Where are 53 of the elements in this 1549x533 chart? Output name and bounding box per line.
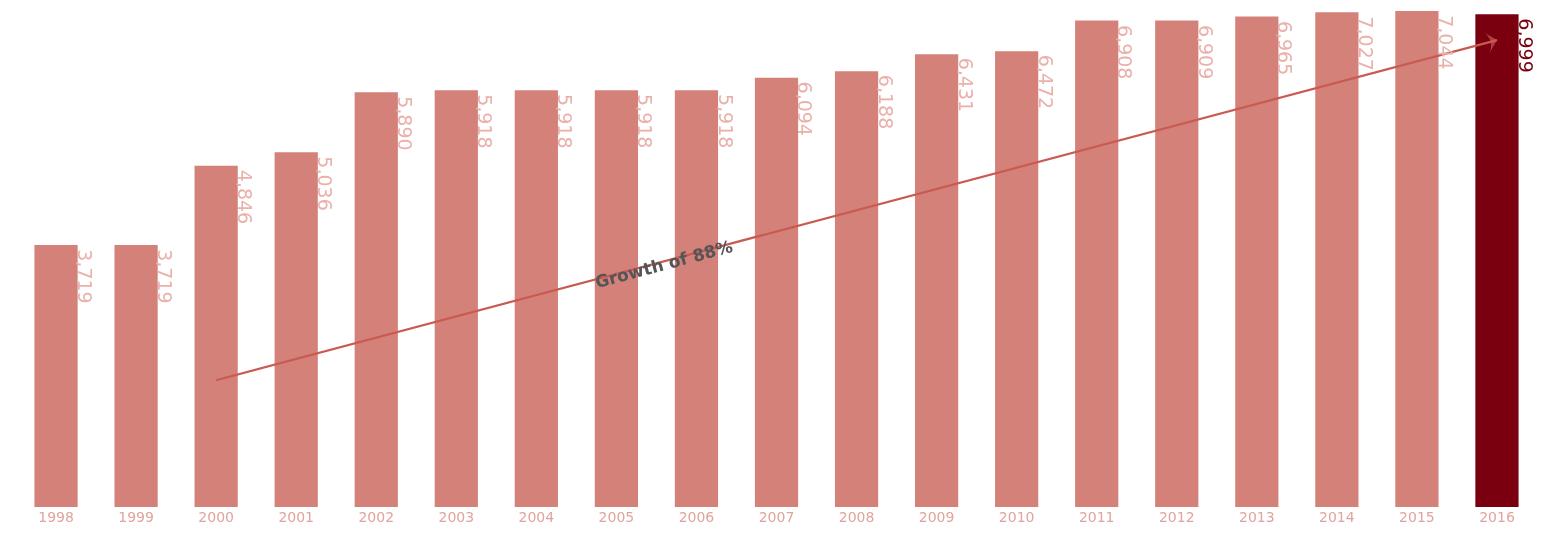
data-label: 5,918 (714, 93, 737, 149)
data-label: 6,094 (794, 81, 817, 136)
data-label: 5,918 (474, 94, 497, 149)
data-label: 6,999 (1514, 18, 1537, 73)
x-tick-label: 2001 (278, 509, 315, 525)
data-label: 7,027 (1354, 16, 1377, 71)
x-tick-label: 2002 (358, 509, 395, 525)
data-label: 3,719 (73, 249, 96, 304)
x-tick-label: 2015 (1399, 509, 1435, 525)
bar (995, 51, 1039, 507)
bar (114, 245, 158, 507)
x-tick-label: 2013 (1238, 509, 1275, 525)
data-label: 6,188 (874, 74, 897, 130)
x-tick-label: 2010 (998, 509, 1035, 525)
data-label: 5,036 (314, 156, 337, 211)
bar (834, 71, 879, 507)
data-label: 5,890 (394, 96, 417, 151)
data-label: 6,431 (954, 57, 977, 113)
x-tick-label: 2006 (678, 509, 715, 525)
bar (1315, 12, 1359, 507)
x-tick-label: 1998 (38, 509, 74, 525)
data-label: 3,719 (154, 249, 177, 304)
x-tick-label: 2012 (1158, 509, 1195, 525)
bar (34, 245, 78, 507)
bar (354, 92, 398, 507)
bar (514, 90, 558, 507)
x-tick-label: 2004 (518, 509, 555, 525)
bar (1475, 14, 1519, 507)
x-tick-label: 2011 (1078, 509, 1115, 525)
x-tick-label: 2009 (918, 509, 955, 525)
bar (914, 54, 959, 507)
data-label: 5,918 (634, 94, 657, 149)
bar (1395, 10, 1439, 507)
data-label: 4,846 (233, 169, 256, 225)
annotation: Growth of 88% (592, 236, 735, 293)
x-tick-label: 2014 (1319, 509, 1355, 525)
data-label: 6,909 (1195, 24, 1218, 80)
bar (194, 165, 238, 507)
bar (1155, 20, 1199, 507)
bar (274, 152, 318, 507)
x-tick-label: 2007 (758, 509, 795, 525)
x-tick-label: 2000 (198, 509, 234, 525)
x-tick-label: 2005 (598, 509, 635, 525)
bar (434, 90, 478, 507)
data-label: 6,472 (1034, 54, 1057, 110)
data-label: 6,965 (1274, 20, 1297, 76)
data-label: 6,908 (1114, 25, 1137, 80)
data-label: 7,044 (1434, 15, 1457, 70)
x-tick-label: 1999 (118, 509, 154, 525)
data-label: 5,918 (554, 94, 577, 149)
x-tick-label: 2003 (438, 509, 475, 525)
x-tick-label: 2016 (1479, 509, 1515, 525)
x-tick-label: 2008 (838, 509, 875, 525)
